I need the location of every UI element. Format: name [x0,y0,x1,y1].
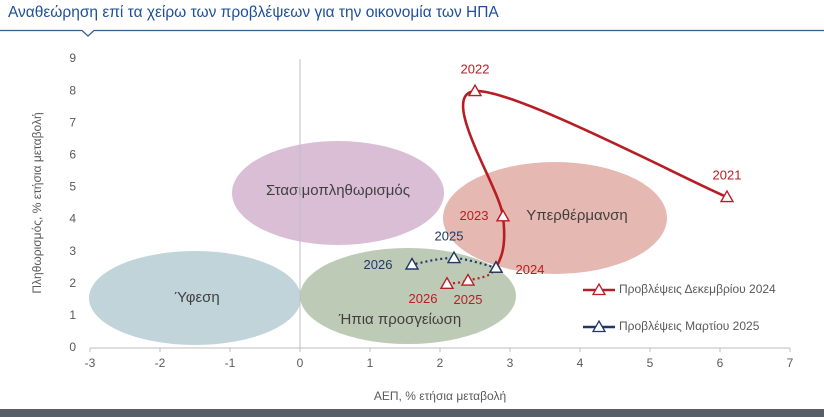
point-label: 2022 [461,62,490,77]
y-tick-label: 8 [69,83,76,97]
x-tick-label: -2 [155,356,166,370]
y-tick-label: 6 [69,148,76,162]
y-tick-label: 0 [69,340,76,354]
point-label: 2026 [409,291,438,306]
x-tick-label: 4 [577,356,584,370]
x-axis-label: ΑΕΠ, % ετήσια μεταβολή [374,389,506,403]
marker [460,273,476,286]
y-axis-label: Πληθωρισμός, % ετήσια μεταβολή [30,112,44,293]
x-tick-label: 5 [647,356,654,370]
series-line [411,256,497,269]
legend-label: Προβλέψεις Μαρτίου 2025 [619,319,760,333]
y-tick-label: 1 [69,308,76,322]
point-label: 2025 [454,292,483,307]
x-tick-label: 0 [297,356,304,370]
point-label: 2023 [460,208,489,223]
region-label: Ύφεση [174,289,219,306]
region [300,248,516,344]
marker [439,276,455,289]
marker [495,208,511,222]
region-label: Ήπια προσγείωση [338,311,461,328]
x-tick-label: -1 [225,356,236,370]
region [232,141,444,245]
point-label: 2025 [435,229,464,244]
y-tick-label: 4 [69,212,76,226]
legend-label: Προβλέψεις Δεκεμβρίου 2024 [619,282,776,296]
x-tick-label: 6 [717,356,724,370]
marker [719,189,735,203]
point-label: 2026 [364,257,393,272]
marker [467,83,483,97]
legend-marker [591,282,607,296]
marker [488,260,504,273]
chart-title: Αναθεώρηση επί τα χείρω των προβλέψεων γ… [8,4,499,21]
y-tick-label: 7 [69,115,76,129]
region-label: Υπερθέρμανση [526,207,628,224]
marker [446,250,462,264]
point-label: 2021 [713,168,742,183]
title-rule [0,29,824,37]
point-label: 2024 [516,262,545,277]
legend-marker [591,319,607,333]
y-tick-label: 9 [69,51,76,65]
region-label: Στασιμοπληθωρισμός [266,182,410,199]
region [89,251,301,345]
y-tick-label: 2 [69,276,76,290]
x-tick-label: 3 [507,356,514,370]
y-tick-label: 3 [69,244,76,258]
x-tick-label: 2 [437,356,444,370]
x-tick-label: -3 [85,356,96,370]
x-tick-label: 7 [787,356,794,370]
region [443,162,667,274]
y-tick-label: 5 [69,180,76,194]
series-line [461,89,728,269]
marker [404,257,420,270]
footer-bar [0,409,824,417]
x-tick-label: 1 [367,356,374,370]
